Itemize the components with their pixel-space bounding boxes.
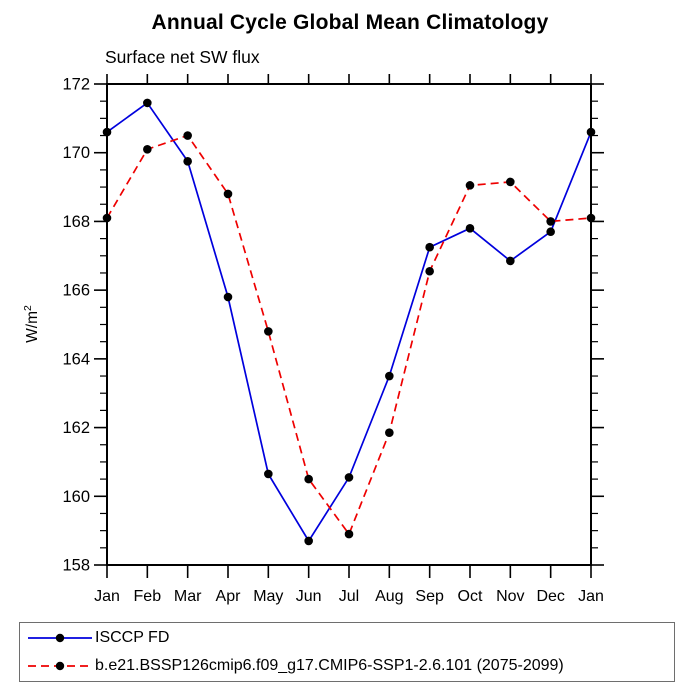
data-point-1-11 [546, 217, 555, 226]
x-tick-label: Dec [536, 588, 564, 605]
legend-marker-icon [55, 633, 65, 643]
legend-item-isccp: ISCCP FD [20, 625, 674, 651]
x-tick-label: Sep [415, 588, 444, 605]
y-axis-label: W/m2 [22, 305, 41, 343]
x-tick-label: Jan [94, 588, 120, 605]
legend-line-sample-solid [28, 633, 92, 643]
data-point-0-10 [506, 256, 515, 266]
data-point-0-4 [264, 469, 273, 479]
legend-item-model: b.e21.BSSP126cmip6.f09_g17.CMIP6-SSP1-2.… [20, 653, 674, 679]
data-point-0-7 [385, 371, 394, 381]
x-tick-label: Aug [375, 588, 403, 605]
data-point-0-1 [143, 98, 152, 108]
data-point-1-1 [143, 144, 152, 154]
data-point-0-5 [304, 536, 313, 546]
y-tick-label: 166 [62, 282, 90, 300]
x-tick-label: Jan [578, 588, 604, 605]
x-tick-label: Jul [339, 588, 359, 605]
x-tick-label: May [253, 588, 283, 605]
data-point-1-10 [506, 177, 515, 187]
legend-label: ISCCP FD [95, 629, 170, 646]
data-point-1-8 [425, 266, 434, 276]
legend: ISCCP FD b.e21.BSSP126cmip6.f09_g17.CMIP… [19, 622, 675, 682]
data-point-1-2 [183, 131, 192, 140]
data-point-0-9 [465, 224, 475, 233]
y-tick-label: 158 [62, 557, 90, 575]
x-tick-label: Oct [458, 588, 483, 605]
plot-frame [106, 83, 592, 566]
y-tick-label: 162 [62, 419, 90, 437]
y-tick-label: 160 [62, 488, 90, 506]
data-point-0-11 [546, 227, 555, 237]
x-tick-label: Nov [496, 588, 524, 605]
x-tick-label: Apr [216, 588, 242, 605]
data-point-0-3 [223, 292, 233, 302]
data-point-1-7 [385, 428, 394, 438]
data-point-1-3 [223, 189, 233, 199]
data-point-1-6 [344, 529, 354, 539]
legend-line-sample-dashed [28, 661, 92, 671]
y-tick-label: 170 [62, 144, 90, 162]
data-point-0-6 [344, 473, 354, 482]
x-tick-label: Feb [134, 588, 162, 605]
x-tick-label: Mar [174, 588, 202, 605]
data-point-1-4 [264, 327, 273, 336]
legend-marker-icon [55, 661, 65, 671]
data-point-1-5 [304, 474, 313, 484]
data-point-0-2 [183, 157, 192, 166]
y-tick-label: 168 [62, 213, 90, 231]
data-point-1-12 [586, 213, 596, 223]
data-point-1-9 [465, 181, 475, 190]
data-point-0-0 [102, 127, 112, 137]
chart-title: Annual Cycle Global Mean Climatology [151, 11, 549, 34]
y-tick-label: 164 [62, 350, 90, 368]
legend-label: b.e21.BSSP126cmip6.f09_g17.CMIP6-SSP1-2.… [95, 657, 564, 674]
x-tick-label: Jun [296, 588, 322, 605]
chart-plot-area: 158 160 162 164 166 168 170 172 Jan Feb Mar Apr May J… [22, 74, 604, 605]
data-point-0-8 [425, 242, 434, 252]
data-point-1-0 [102, 213, 112, 223]
chart-subtitle: Surface net SW flux [105, 47, 260, 67]
data-point-0-12 [586, 127, 596, 137]
y-tick-label: 172 [62, 76, 90, 94]
